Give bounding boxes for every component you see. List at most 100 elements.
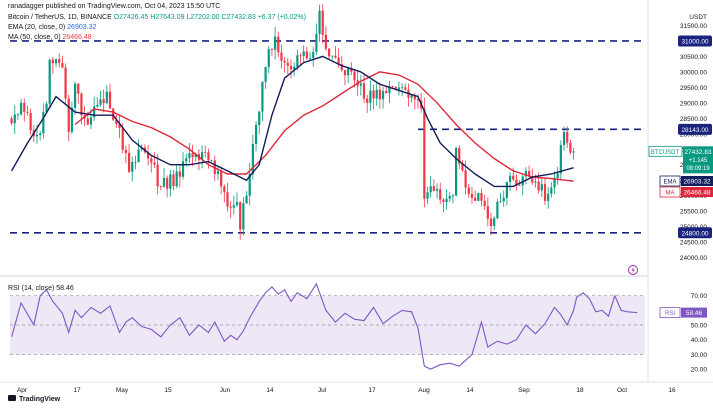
candle-body <box>251 143 254 174</box>
candle-body <box>124 149 127 153</box>
candle <box>302 45 305 63</box>
candle-body <box>134 162 137 163</box>
candle <box>353 69 356 88</box>
candle-body <box>315 33 318 52</box>
candle <box>454 146 458 197</box>
candle <box>496 198 499 220</box>
candle <box>283 57 286 73</box>
ma-tag-label: MA <box>666 191 675 197</box>
rsi-legend: RSI (14, close) 58.46 <box>8 285 74 292</box>
candle-body <box>61 62 64 68</box>
candle <box>147 144 150 166</box>
candle-body <box>423 108 426 199</box>
candle-body <box>235 202 239 206</box>
candle <box>493 216 496 230</box>
candle <box>385 86 388 94</box>
candle-body <box>16 114 20 116</box>
candle <box>223 184 226 203</box>
brand-name: TradingView <box>19 396 61 403</box>
candle <box>204 145 207 158</box>
candle-body <box>239 202 242 230</box>
price-tick-label: 29000.00 <box>680 100 707 107</box>
candle <box>547 186 550 209</box>
candle <box>477 192 480 202</box>
candle-body <box>156 164 159 187</box>
publisher-text: ranadagger published on TradingView.com,… <box>8 3 221 10</box>
candle-body <box>264 66 267 82</box>
candle <box>505 181 508 206</box>
time-tick-label: 16 <box>668 387 676 394</box>
candle <box>102 89 105 113</box>
candle-body <box>229 206 232 208</box>
level-price-tag <box>678 123 712 135</box>
candle <box>448 191 451 203</box>
last-price-change: +1.145 <box>689 158 708 164</box>
candle <box>458 144 461 170</box>
candle <box>467 183 470 198</box>
candle-body <box>26 111 29 113</box>
candle <box>124 145 127 164</box>
ema-legend: EMA (20, close, 0) <box>8 24 66 31</box>
candle-body <box>331 55 334 57</box>
candle <box>162 167 166 188</box>
time-tick-label: 15 <box>164 387 172 394</box>
candle-body <box>150 158 153 163</box>
candle <box>242 197 245 236</box>
candle <box>315 23 318 56</box>
candle <box>486 197 489 227</box>
candle-body <box>515 179 518 186</box>
candle <box>280 44 283 69</box>
candle-body <box>442 199 445 203</box>
candle <box>16 113 20 120</box>
ohlc-values: O27426.45 H27643.09 L27202.00 C27432.83 … <box>113 14 306 21</box>
ma-legend-line[interactable]: MA (50, close, 0) 26466.48 <box>8 33 92 42</box>
candle-body <box>375 89 378 99</box>
last-price-tag <box>683 146 713 174</box>
symbol-tag-label: BTCUSDT <box>651 150 680 156</box>
candle <box>232 195 235 215</box>
candle-body <box>404 87 407 90</box>
candle-body <box>232 205 235 208</box>
candle-body <box>29 112 32 131</box>
lightning-icon-ring <box>628 265 638 275</box>
candle-body <box>226 192 229 207</box>
candle-body <box>416 99 420 101</box>
candle-body <box>512 175 515 180</box>
ma-legend: MA (50, close, 0) <box>8 34 61 41</box>
candle-body <box>502 197 505 202</box>
candle-body <box>547 193 550 201</box>
ema-legend-line[interactable]: EMA (20, close, 0) 26903.32 <box>8 23 96 32</box>
candle <box>299 53 302 65</box>
candle <box>562 126 566 151</box>
price-tick-label: 31500.00 <box>680 23 707 30</box>
candle-body <box>470 193 474 198</box>
candle-body <box>499 201 502 203</box>
candle <box>58 53 61 68</box>
publisher-line: ranadagger published on TradingView.com,… <box>8 2 220 11</box>
candle-body <box>461 163 464 171</box>
candle <box>226 182 229 212</box>
candle-body <box>524 171 528 177</box>
rsi-legend-line[interactable]: RSI (14, close) 58.46 <box>8 284 74 293</box>
candle <box>115 114 118 129</box>
price-tick-label: 28500.00 <box>680 116 707 123</box>
candle-body <box>178 171 181 177</box>
ma-50-line <box>74 71 574 182</box>
rsi-tag-label: RSI <box>665 311 675 317</box>
lightning-icon <box>628 265 638 275</box>
candle-body <box>223 186 226 193</box>
candle-body <box>343 70 347 76</box>
candle-body <box>334 55 337 58</box>
candle <box>277 31 280 58</box>
candle-body <box>121 128 124 150</box>
candle <box>305 46 308 60</box>
candle-body <box>413 95 416 100</box>
candle <box>569 139 572 155</box>
candle-body <box>54 59 58 64</box>
ema-legend-value: 26903.32 <box>67 24 97 31</box>
time-tick-label: Aug <box>418 387 430 394</box>
candle <box>13 105 16 135</box>
candle-body <box>45 103 48 113</box>
candle-body <box>534 181 537 183</box>
candle-body <box>127 152 131 172</box>
